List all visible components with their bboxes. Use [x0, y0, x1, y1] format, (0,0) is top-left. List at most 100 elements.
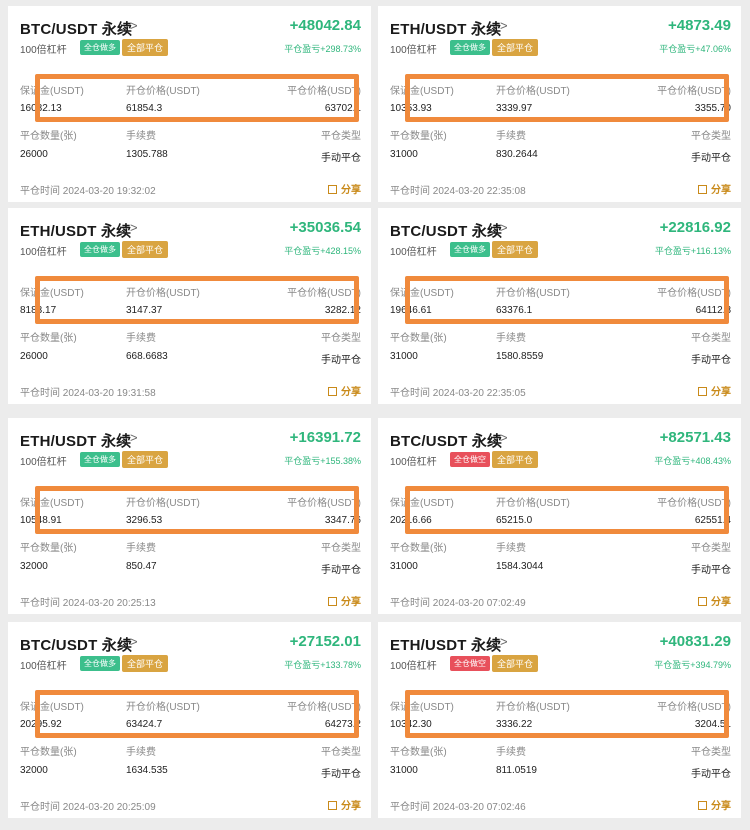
pnl-amount: +48042.84: [289, 17, 361, 34]
pnl-amount: +82571.43: [659, 429, 731, 446]
margin-value: 16082.13: [20, 103, 62, 114]
share-icon: [698, 597, 707, 606]
chevron-right-icon[interactable]: >: [130, 430, 138, 445]
margin-value: 10342.30: [390, 719, 432, 730]
close-type-header: 平仓类型: [321, 543, 361, 554]
leverage-label: 100倍杠杆: [390, 457, 437, 468]
highlight-box: [405, 74, 729, 122]
trade-card[interactable]: BTC/USDT 永续 > 100倍杠杆 全仓做多 全部平仓 +22816.92…: [378, 208, 741, 404]
close-price-header: 平仓价格(USDT): [657, 702, 731, 713]
trade-card[interactable]: ETH/USDT 永续 > 100倍杠杆 全仓做多 全部平仓 +16391.72…: [8, 418, 371, 614]
margin-header: 保证金(USDT): [20, 86, 84, 97]
pair-title[interactable]: BTC/USDT 永续: [20, 637, 133, 654]
close-time: 平仓时间 2024-03-20 19:31:58: [20, 388, 156, 399]
close-all-tag: 全部平仓: [122, 39, 169, 56]
share-button[interactable]: 分享: [328, 181, 361, 196]
chevron-right-icon[interactable]: >: [500, 634, 508, 649]
close-time: 平仓时间 2024-03-20 20:25:13: [20, 598, 156, 609]
trade-card[interactable]: ETH/USDT 永续 > 100倍杠杆 全仓做多 全部平仓 +35036.54…: [8, 208, 371, 404]
margin-header: 保证金(USDT): [20, 702, 84, 713]
chevron-right-icon[interactable]: >: [500, 220, 508, 235]
trade-card[interactable]: BTC/USDT 永续 > 100倍杠杆 全仓做多 全部平仓 +27152.01…: [8, 622, 371, 818]
chevron-right-icon[interactable]: >: [130, 18, 138, 33]
fee-header: 手续费: [126, 747, 156, 758]
share-icon: [328, 185, 337, 194]
share-button[interactable]: 分享: [698, 181, 731, 196]
close-qty-header: 平仓数量(张): [20, 747, 77, 758]
pnl-percent: 平仓盈亏+408.43%: [654, 456, 731, 466]
open-price-value: 3339.97: [496, 103, 533, 114]
share-label: 分享: [341, 387, 361, 398]
fee-header: 手续费: [496, 131, 526, 142]
fee-value: 830.2644: [496, 149, 538, 160]
close-type-header: 平仓类型: [691, 747, 731, 758]
close-type-value: 手动平仓: [321, 355, 361, 366]
chevron-right-icon[interactable]: >: [130, 220, 138, 235]
close-type-value: 手动平仓: [321, 769, 361, 780]
leverage-label: 100倍杠杆: [20, 45, 67, 56]
pnl-amount: +27152.01: [289, 633, 361, 650]
close-price-value: 3355.70: [694, 103, 731, 114]
share-button[interactable]: 分享: [328, 593, 361, 608]
pair-title[interactable]: BTC/USDT 永续: [390, 433, 503, 450]
close-price-value: 3282.12: [324, 305, 361, 316]
close-all-tag: 全部平仓: [492, 655, 539, 672]
close-price-header: 平仓价格(USDT): [657, 288, 731, 299]
chevron-right-icon[interactable]: >: [500, 430, 508, 445]
trade-card[interactable]: ETH/USDT 永续 > 100倍杠杆 全仓做多 全部平仓 +4873.49 …: [378, 6, 741, 202]
close-price-value: 62551.4: [694, 515, 731, 526]
margin-value: 10353.93: [390, 103, 432, 114]
chevron-right-icon[interactable]: >: [130, 634, 138, 649]
trade-card[interactable]: BTC/USDT 永续 > 100倍杠杆 全仓做多 全部平仓 +48042.84…: [8, 6, 371, 202]
pair-title[interactable]: BTC/USDT 永续: [20, 21, 133, 38]
share-label: 分享: [711, 387, 731, 398]
highlight-box: [35, 690, 359, 738]
share-button[interactable]: 分享: [328, 383, 361, 398]
close-qty-header: 平仓数量(张): [390, 333, 447, 344]
trade-card[interactable]: ETH/USDT 永续 > 100倍杠杆 全仓做空 全部平仓 +40831.29…: [378, 622, 741, 818]
close-qty-header: 平仓数量(张): [20, 131, 77, 142]
pair-title[interactable]: BTC/USDT 永续: [390, 223, 503, 240]
side-tag: 全仓做多: [80, 40, 120, 55]
pnl-percent: 平仓盈亏+298.73%: [284, 44, 361, 54]
fee-header: 手续费: [126, 131, 156, 142]
share-icon: [698, 387, 707, 396]
close-type-value: 手动平仓: [321, 153, 361, 164]
close-type-header: 平仓类型: [321, 333, 361, 344]
fee-header: 手续费: [496, 333, 526, 344]
open-price-header: 开仓价格(USDT): [496, 288, 570, 299]
close-qty-header: 平仓数量(张): [20, 543, 77, 554]
leverage-label: 100倍杠杆: [20, 457, 67, 468]
fee-value: 850.47: [126, 561, 157, 572]
pair-title[interactable]: ETH/USDT 永续: [20, 223, 132, 240]
close-price-header: 平仓价格(USDT): [287, 86, 361, 97]
open-price-value: 3147.37: [126, 305, 163, 316]
leverage-label: 100倍杠杆: [390, 661, 437, 672]
close-time: 平仓时间 2024-03-20 22:35:05: [390, 388, 526, 399]
margin-value: 20216.66: [390, 515, 432, 526]
share-button[interactable]: 分享: [698, 593, 731, 608]
side-tag: 全仓做空: [450, 656, 490, 671]
close-price-header: 平仓价格(USDT): [657, 498, 731, 509]
share-button[interactable]: 分享: [328, 797, 361, 812]
close-price-header: 平仓价格(USDT): [287, 702, 361, 713]
close-price-value: 64112.3: [695, 305, 731, 316]
pair-title[interactable]: ETH/USDT 永续: [20, 433, 132, 450]
close-price-value: 3204.51: [694, 719, 731, 730]
trade-card[interactable]: BTC/USDT 永续 > 100倍杠杆 全仓做空 全部平仓 +82571.43…: [378, 418, 741, 614]
share-button[interactable]: 分享: [698, 383, 731, 398]
open-price-value: 61854.3: [126, 103, 163, 114]
leverage-label: 100倍杠杆: [390, 45, 437, 56]
pair-title[interactable]: ETH/USDT 永续: [390, 21, 502, 38]
pair-title[interactable]: ETH/USDT 永续: [390, 637, 502, 654]
share-label: 分享: [711, 801, 731, 812]
share-button[interactable]: 分享: [698, 797, 731, 812]
close-all-tag: 全部平仓: [492, 451, 539, 468]
close-type-header: 平仓类型: [321, 131, 361, 142]
open-price-value: 3336.22: [496, 719, 533, 730]
fee-value: 1634.535: [126, 765, 168, 776]
close-type-header: 平仓类型: [321, 747, 361, 758]
share-label: 分享: [711, 185, 731, 196]
chevron-right-icon[interactable]: >: [500, 18, 508, 33]
